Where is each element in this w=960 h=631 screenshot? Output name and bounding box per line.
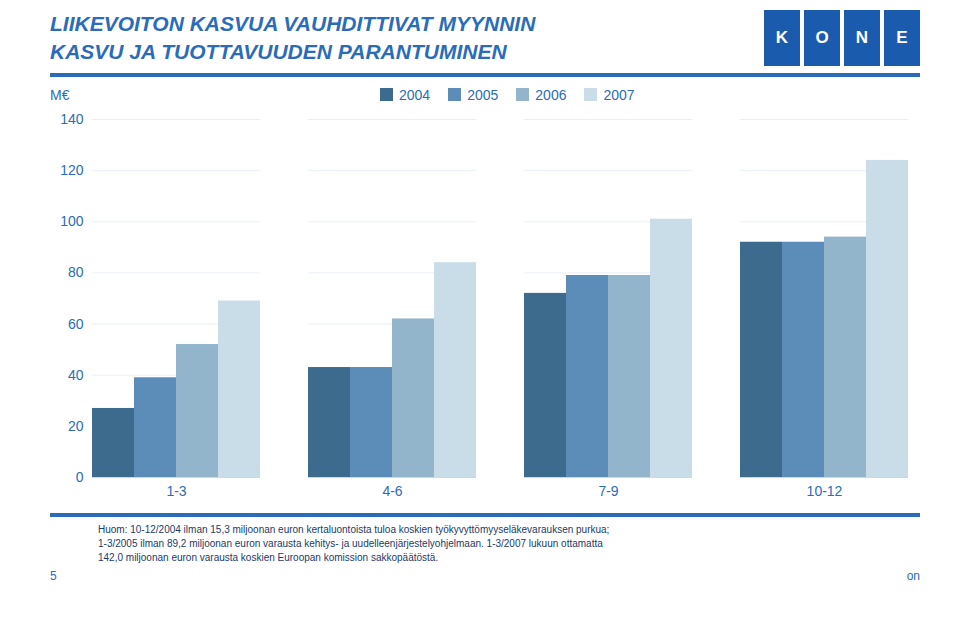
svg-text:140: 140 <box>60 111 84 127</box>
html-text:LIIKEVOITON KASVUA VAUHDITTIVA: LIIKEVOITON KASVUA VAUHDITTIVAT MYYNNIN … <box>50 12 536 64</box>
svg-text:10-12: 10-12 <box>807 483 843 499</box>
svg-text:60: 60 <box>68 315 84 331</box>
svg-text:20: 20 <box>68 418 84 434</box>
html-text:M€: M€ <box>50 86 70 103</box>
html-text:on: on <box>906 568 920 583</box>
html-text:5: 5 <box>50 568 57 583</box>
svg-text:4-6: 4-6 <box>382 483 402 499</box>
svg-text:40: 40 <box>68 366 84 382</box>
html-text:K: K <box>775 28 789 47</box>
svg-text:80: 80 <box>68 264 84 280</box>
html-text:2007: 2007 <box>603 86 635 103</box>
svg-text:120: 120 <box>60 162 84 178</box>
svg-text:100: 100 <box>60 213 84 229</box>
html-text:O: O <box>815 28 829 47</box>
svg-text:7-9: 7-9 <box>598 483 618 499</box>
html-text:2006: 2006 <box>535 86 567 103</box>
html-text:2004: 2004 <box>399 86 431 103</box>
html-text:Huom: 10-12/2004 ilman 15,3 mi: Huom: 10-12/2004 ilman 15,3 miljoonan eu… <box>98 523 610 563</box>
html-text:E: E <box>896 28 908 47</box>
svg-text:0: 0 <box>76 469 84 485</box>
svg-text:1-3: 1-3 <box>166 483 186 499</box>
html-text:2005: 2005 <box>467 86 499 103</box>
html-text:N: N <box>855 28 869 47</box>
